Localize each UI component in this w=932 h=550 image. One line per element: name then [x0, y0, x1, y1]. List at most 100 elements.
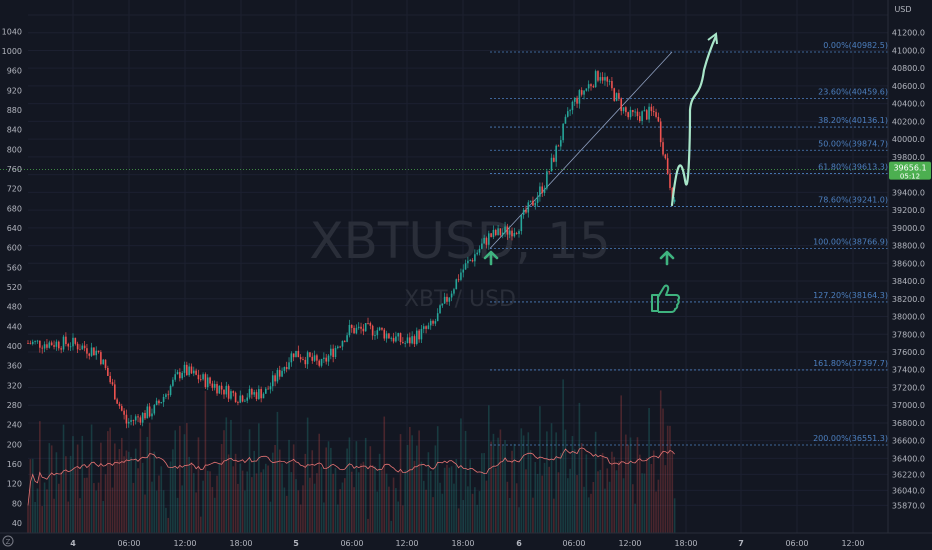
candle-body [158, 400, 160, 404]
volume-tick-label: 1000 [2, 47, 22, 56]
fib-level-label: 161.80%(37397.7) [813, 359, 888, 368]
candle-body [383, 329, 386, 339]
volume-tick-label: 520 [7, 283, 22, 292]
candle-body [302, 359, 304, 360]
candle-body [652, 111, 655, 113]
volume-tick-label: 480 [7, 303, 22, 312]
volume-bar [299, 504, 302, 533]
candle-body [478, 248, 481, 253]
time-axis[interactable]: 4 06:00 12:00 18:00 5 06:00 12:00 18:00 6 06:00 12… [0, 532, 932, 548]
candle-body [337, 346, 339, 348]
volume-bar [673, 498, 676, 533]
volume-bar [448, 467, 451, 533]
candle-body [265, 388, 267, 394]
candle-body [102, 359, 104, 365]
volume-bar [334, 467, 337, 533]
candle-body [557, 145, 560, 147]
volume-bar [669, 425, 671, 533]
volume-bar [434, 445, 437, 533]
volume-bar [83, 477, 86, 533]
fib-level-label: 61.80%(39613.3) [818, 162, 888, 171]
volume-bars [27, 379, 676, 533]
volume-bar [390, 520, 393, 533]
volume-bar [176, 497, 179, 533]
volume-bar [566, 478, 569, 533]
volume-bar [181, 485, 183, 533]
candle-body [127, 421, 130, 424]
candle-body [244, 400, 246, 402]
candle-body [590, 84, 592, 87]
time-tick-label: 06:00 [117, 539, 140, 548]
candle-body [341, 340, 344, 347]
candle-body [508, 230, 511, 235]
candle-body [534, 202, 537, 206]
candle-body [369, 323, 372, 326]
fib-retracement[interactable]: 0.00%(40982.5) 23.60%(40459.6) 38.20%(4013… [489, 41, 888, 446]
projected-path-drawing[interactable] [670, 34, 718, 207]
candle-body [227, 385, 230, 399]
candle-body [29, 343, 32, 345]
volume-bar [481, 453, 483, 533]
volume-bar [501, 445, 504, 533]
volume-bar [573, 449, 576, 533]
volume-bar [506, 481, 509, 533]
volume-bar [578, 402, 581, 533]
volume-bar [367, 518, 369, 533]
volume-bar [160, 466, 163, 533]
candle-body [223, 389, 225, 395]
volume-bar [536, 473, 539, 533]
candle-body [230, 391, 232, 399]
candle-body [613, 88, 616, 101]
volume-bar [290, 472, 293, 533]
candle-body [566, 111, 569, 117]
volume-bar [625, 434, 627, 533]
candle-body [501, 232, 504, 236]
candle-body [146, 406, 149, 419]
price-tick-label: 36600.0 [892, 437, 925, 446]
volume-bar [281, 463, 283, 533]
candle-body [318, 360, 321, 366]
volume-bar [218, 463, 221, 533]
volume-bar [474, 487, 476, 533]
arrow-up-icon [659, 250, 675, 266]
candle-body [65, 336, 67, 344]
candle-body [104, 359, 107, 368]
price-axis[interactable]: 41200.0 41000.0 40800.0 40600.0 40400.0 40200… [887, 0, 931, 533]
volume-bar [443, 467, 446, 533]
candle-body [192, 370, 195, 374]
candle-body [232, 391, 235, 393]
volume-bar [388, 486, 390, 533]
price-axis-unit: USD [894, 5, 911, 14]
candle-body [220, 385, 223, 390]
candle-body [604, 77, 606, 81]
candle-body [36, 340, 39, 342]
candle-body [260, 389, 262, 399]
volume-bar [571, 436, 574, 533]
volume-bar [41, 506, 44, 533]
candle-body [511, 230, 513, 237]
candle-body [172, 379, 174, 386]
time-tick-label: 7 [738, 539, 744, 548]
candle-body [153, 404, 156, 414]
price-tick-label: 41200.0 [892, 29, 925, 38]
candle-body [39, 340, 41, 348]
candle-body [46, 344, 48, 348]
tradingview-logo[interactable]: Z [2, 535, 14, 547]
volume-bar [223, 430, 225, 533]
candle-body [176, 372, 179, 375]
candle-body [525, 209, 527, 213]
volume-bar [446, 464, 448, 533]
volume-bar [546, 431, 548, 533]
candle-body [662, 142, 664, 155]
candle-body [183, 364, 186, 373]
candle-body [100, 352, 102, 365]
drawings[interactable] [483, 32, 718, 313]
volume-bar [265, 463, 267, 533]
candle-body [402, 342, 404, 344]
candle-body [601, 77, 604, 81]
candle-body [420, 328, 423, 340]
volume-bar [130, 457, 132, 533]
price-tick-label: 40400.0 [892, 100, 925, 109]
candle-body [520, 214, 523, 232]
